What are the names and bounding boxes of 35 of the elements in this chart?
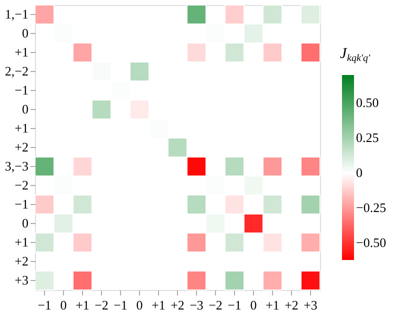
y-tick-label: +1 (14, 234, 28, 250)
color-bar-label: 0.25 (356, 130, 379, 146)
y-tick-label: +1 (14, 120, 28, 136)
x-tick-label: +2 (284, 298, 298, 312)
y-tick-label: −1 (14, 82, 28, 98)
x-tick-label: 0 (60, 298, 67, 312)
y-tick-label: 0 (22, 26, 28, 40)
x-tick-label: 0 (250, 298, 257, 312)
y-tick-label: +2 (14, 254, 28, 268)
y-tick-label: −1 (14, 196, 28, 212)
x-tick-label: +1 (152, 298, 166, 312)
x-tick-label: −2 (208, 298, 222, 312)
x-tick-label: +1 (76, 298, 90, 312)
x-tick-label: +1 (266, 298, 280, 312)
y-tick-label: 0 (22, 216, 28, 230)
x-tick-label: +3 (304, 298, 318, 312)
x-tick-label: −1 (114, 298, 128, 312)
y-tick-label: +3 (14, 272, 28, 288)
x-tick-label: +2 (170, 298, 184, 312)
color-bar-label: 0.50 (356, 95, 379, 110)
color-bar-label: 0 (356, 165, 362, 180)
x-tick-label: 0 (136, 298, 143, 312)
y-tick-label: 2,−2 (4, 64, 28, 78)
x-tick-label: −1 (228, 298, 242, 312)
y-tick-label: 1,−1 (4, 6, 28, 22)
x-tick-label: −2 (94, 298, 108, 312)
y-tick-label: −2 (14, 178, 28, 192)
color-bar-label: −0.25 (356, 200, 386, 216)
color-bar-label: −0.50 (356, 235, 386, 250)
x-tick-label: −3 (190, 298, 204, 312)
y-tick-label: +1 (14, 44, 28, 60)
y-tick-label: +2 (14, 140, 28, 154)
y-tick-label: 3,−3 (4, 158, 28, 174)
x-tick-label: −1 (38, 298, 52, 312)
y-tick-label: 0 (22, 102, 28, 116)
